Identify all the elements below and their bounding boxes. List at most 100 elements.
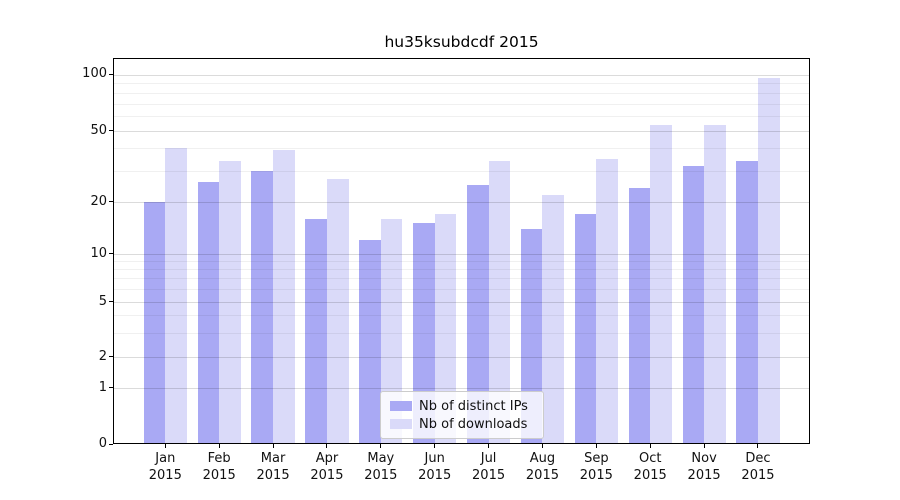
bar-distinct-ips: [628, 187, 651, 444]
major-gridline: [113, 301, 810, 303]
legend-item: Nb of downloads: [390, 415, 533, 433]
legend-label: Nb of distinct IPs: [419, 398, 528, 414]
bar-downloads: [326, 178, 349, 444]
legend: Nb of distinct IPs Nb of downloads: [380, 391, 544, 439]
y-tick-mark: [109, 253, 113, 254]
x-tick-yearline: 2015: [310, 467, 344, 483]
x-tick-label: May 2015: [354, 451, 408, 484]
minor-gridline: [113, 148, 810, 150]
x-tick-yearline: 2015: [148, 467, 182, 483]
bar-distinct-ips: [413, 223, 435, 444]
x-tick-label: Jun 2015: [408, 451, 462, 484]
x-tick-yearline: 2015: [633, 467, 667, 483]
x-tick-label: Oct 2015: [623, 451, 677, 484]
x-tick-month: Jul: [480, 451, 497, 466]
y-tick-mark: [109, 301, 113, 303]
legend-label: Nb of downloads: [419, 416, 528, 432]
y-tick-label: 5: [98, 293, 107, 309]
legend-swatch-distinct-ips: [390, 401, 412, 411]
bar-downloads: [704, 124, 726, 444]
y-tick-label: 1: [98, 379, 107, 395]
y-tick-label: 100: [82, 66, 107, 82]
minor-gridline: [113, 278, 810, 280]
minor-gridline: [113, 83, 810, 85]
bar-downloads: [165, 148, 187, 444]
y-tick-label: 50: [90, 122, 107, 138]
x-tick-month: Dec: [745, 451, 771, 466]
y-tick-label: 20: [90, 193, 107, 209]
bar-downloads: [542, 194, 565, 444]
x-tick-label: Feb 2015: [192, 451, 246, 484]
x-tick-yearline: 2015: [741, 467, 775, 483]
x-tick-mark: [757, 444, 759, 448]
bar-downloads: [757, 77, 780, 444]
bar-downloads: [273, 150, 295, 444]
bars-layer: [113, 58, 810, 444]
x-tick-label: Mar 2015: [246, 451, 300, 484]
x-tick-mark: [434, 444, 436, 448]
minor-gridline: [113, 103, 810, 105]
bar-distinct-ips: [359, 240, 381, 444]
major-gridline: [113, 357, 810, 358]
x-tick-yearline: 2015: [256, 467, 290, 483]
x-tick-label: Dec 2015: [731, 451, 785, 484]
x-tick-label: Nov 2015: [677, 451, 731, 484]
bar-downloads: [434, 214, 457, 444]
y-tick-label: 2: [98, 348, 107, 364]
y-tick-label: 0: [98, 436, 107, 451]
x-tick-yearline: 2015: [579, 467, 613, 483]
bar-distinct-ips: [197, 181, 220, 444]
minor-gridline: [113, 170, 810, 172]
major-gridline: [113, 74, 810, 76]
minor-gridline: [113, 332, 810, 334]
y-tick-mark: [109, 73, 113, 75]
bar-distinct-ips: [305, 218, 327, 444]
chart-title: hu35ksubdcdf 2015: [384, 33, 539, 51]
x-tick-label: Jul 2015: [462, 451, 516, 484]
bar-distinct-ips: [251, 170, 274, 444]
x-tick-month: Jun: [424, 451, 445, 466]
x-tick-month: Apr: [315, 451, 339, 466]
minor-gridline: [113, 288, 810, 290]
x-tick-month: May: [367, 451, 395, 466]
bar-distinct-ips: [736, 160, 758, 444]
x-tick-mark: [326, 444, 328, 448]
x-tick-mark: [380, 444, 382, 448]
x-tick-month: Oct: [638, 451, 662, 466]
x-tick-label: Aug 2015: [515, 451, 569, 484]
major-gridline: [113, 388, 810, 389]
y-tick-mark: [109, 443, 113, 445]
grid-layer: [113, 58, 810, 444]
bar-distinct-ips: [682, 165, 705, 444]
x-tick-month: Aug: [529, 451, 556, 466]
x-tick-label: Jan 2015: [138, 451, 192, 484]
plot-area: [113, 58, 810, 444]
x-tick-mark: [272, 444, 274, 448]
x-tick-label: Sep 2015: [569, 451, 623, 484]
x-tick-yearline: 2015: [525, 467, 559, 483]
y-tick-mark: [109, 201, 113, 203]
legend-item: Nb of distinct IPs: [390, 397, 533, 415]
x-tick-month: Mar: [260, 451, 286, 466]
x-tick-mark: [164, 444, 166, 448]
x-tick-mark: [218, 444, 220, 448]
minor-gridline: [113, 92, 810, 94]
x-tick-yearline: 2015: [472, 467, 506, 483]
bar-downloads: [380, 218, 403, 444]
bar-distinct-ips: [574, 214, 597, 444]
bar-distinct-ips: [143, 202, 166, 444]
y-tick-mark: [109, 130, 113, 132]
x-tick-yearline: 2015: [364, 467, 398, 483]
x-tick-yearline: 2015: [418, 467, 452, 483]
bar-downloads: [219, 160, 241, 444]
x-tick-yearline: 2015: [687, 467, 721, 483]
major-gridline: [113, 131, 810, 132]
bar-downloads: [488, 160, 511, 444]
minor-gridline: [113, 260, 810, 262]
bar-distinct-ips: [466, 184, 489, 444]
x-tick-mark: [541, 444, 543, 448]
major-gridline: [113, 202, 810, 203]
y-tick-mark: [109, 387, 113, 389]
x-tick-mark: [488, 444, 490, 448]
